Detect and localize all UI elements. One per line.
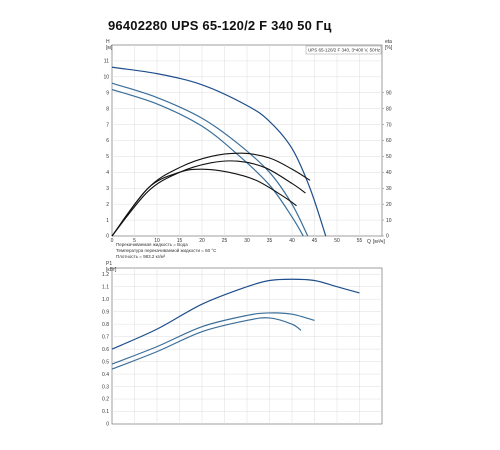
power-y-tick-label: 1.1 [102,284,109,290]
efficiency-curve-5 [111,168,297,237]
legend-box [305,45,382,55]
efficiency-y-tick-label: 50 [386,154,392,160]
note-temperature: Температура перекачиваемой жидкости = 60… [116,247,217,253]
power-y-tick-label: 0.9 [102,309,109,315]
efficiency-unit: [%] [385,45,393,51]
head-y-ticks: 0 1 2 3 4 5 6 7 8 9 10 11 [103,59,109,240]
head-y-tick-label: 8 [106,106,109,112]
head-y-tick-label: 7 [106,122,109,128]
legend-text: UPS 65-120/2 F 340, 3*400 V, 50Hz [308,48,381,53]
efficiency-y-tick-label: 60 [386,138,392,144]
power-y-tick-label: 0.2 [102,397,109,403]
efficiency-y-tick-label: 30 [386,186,392,192]
head-curve-3 [111,88,304,237]
head-y-unit: [м] [106,45,113,51]
head-y-label: H [106,39,110,45]
power-curve-2 [111,312,315,365]
power-y-tick-label: 0.5 [102,359,109,365]
efficiency-y-tick-label: 10 [386,218,392,224]
head-y-tick-label: 11 [104,59,109,65]
head-curve-1 [111,66,327,237]
efficiency-y-tick-label: 80 [386,106,392,112]
power-y-tick-label: 0.6 [102,347,109,353]
power-chart: 0 0.1 0.2 0.3 0.4 0.5 0.6 0.7 0.8 0.9 1.0 1.1 1.2 P1… [102,261,383,428]
head-y-tick-label: 5 [106,154,109,160]
power-y-tick-label: 0.7 [102,334,109,340]
power-y-label: P1 [106,261,112,267]
head-x-tick-label: 10 [154,238,160,244]
head-x-tick-label: 30 [244,238,250,244]
note-fluid: Перекачиваемая жидкость = Вода [116,242,188,247]
efficiency-y-tick-label: 70 [386,122,392,128]
power-y-tick-label: 0.3 [102,384,109,390]
page-title: 96402280 UPS 65-120/2 F 340 50 Гц [108,18,332,33]
head-y-tick-label: 0 [106,234,109,240]
head-y-tick-label: 9 [106,90,109,96]
power-curve-1 [111,278,360,350]
head-x-tick-label: 50 [334,238,340,244]
head-y-tick-label: 2 [106,202,109,208]
power-y-tick-label: 0.8 [102,322,109,328]
head-x-tick-label: 5 [133,238,136,244]
head-x-tick-label: 35 [267,238,273,244]
head-x-tick-label: 40 [289,238,295,244]
power-y-tick-label: 0 [106,422,109,428]
efficiency-curve-6 [111,160,306,237]
head-y-tick-label: 10 [103,75,109,81]
head-x-label: Q [367,239,371,245]
head-grid [112,45,382,236]
power-y-tick-label: 1.2 [102,272,109,278]
power-series [111,278,360,370]
head-series [111,66,327,237]
head-y-tick-label: 3 [106,186,109,192]
note-density: Плотность = 983.2 кг/м³ [116,254,166,259]
efficiency-y-tick-label: 0 [386,234,389,240]
power-y-tick-label: 0.1 [102,409,109,415]
power-y-tick-label: 0.4 [102,372,109,378]
efficiency-y-tick-label: 90 [386,90,392,96]
head-y-tick-label: 6 [106,138,109,144]
head-curve-2 [111,82,309,237]
efficiency-y-ticks: 0 10 20 30 40 50 60 70 80 90 [382,90,392,240]
head-x-unit: [м³/ч] [373,239,385,245]
head-x-tick-label: 20 [199,238,205,244]
head-x-tick-label: 55 [357,238,363,244]
power-y-tick-label: 1.0 [102,297,109,303]
head-x-ticks: 0 5 10 15 20 25 30 35 40 45 50 55 [111,238,363,244]
head-x-tick-label: 0 [111,238,114,244]
power-grid [112,268,382,424]
head-x-tick-label: 15 [177,238,183,244]
efficiency-y-tick-label: 40 [386,170,392,176]
head-y-tick-label: 1 [106,218,109,224]
power-y-unit: [кВт] [106,267,117,273]
head-x-tick-label: 25 [222,238,228,244]
efficiency-y-tick-label: 20 [386,202,392,208]
efficiency-label: eta [385,39,392,45]
power-y-ticks: 0 0.1 0.2 0.3 0.4 0.5 0.6 0.7 0.8 0.9 1.0 1.1 1.2 [102,272,109,428]
head-x-tick-label: 45 [312,238,318,244]
head-y-tick-label: 4 [106,170,109,176]
power-curve-3 [111,317,302,370]
